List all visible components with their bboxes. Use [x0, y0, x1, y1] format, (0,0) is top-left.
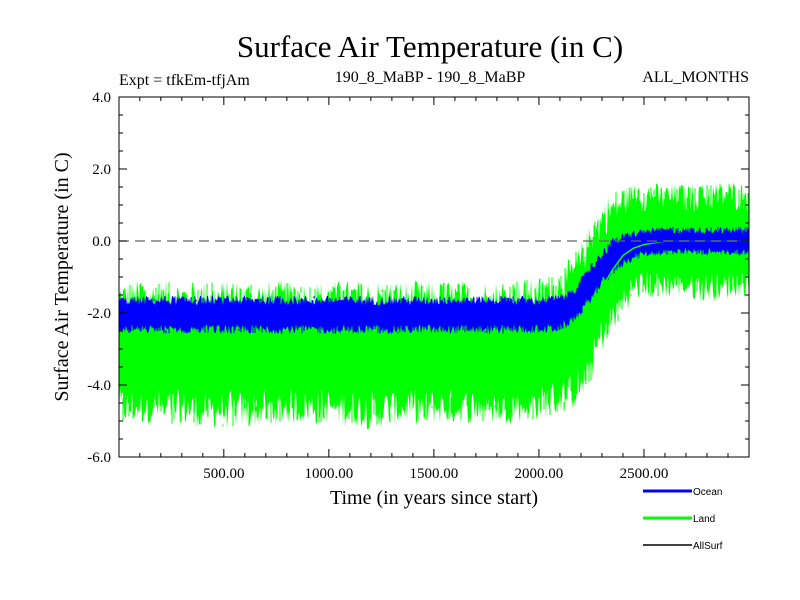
y-tick-label: -4.0 — [87, 378, 111, 394]
expt-label: Expt = tfkEm-tfjAm — [119, 72, 250, 89]
legend-ocean-label: Ocean — [693, 487, 722, 498]
y-tick-label: 2.0 — [92, 162, 111, 178]
legend-land-label: Land — [693, 514, 715, 525]
series-bands — [118, 182, 750, 430]
y-tick-label: -6.0 — [87, 450, 111, 466]
y-axis: -6.0 -4.0 -2.0 0.0 2.0 4.0 — [87, 90, 749, 466]
x-tick-label: 1000.00 — [304, 466, 353, 482]
y-axis-label: Surface Air Temperature (in C) — [51, 152, 73, 401]
series-ocean-band — [119, 226, 749, 335]
x-tick-label: 2500.00 — [620, 466, 669, 482]
chart-title: Surface Air Temperature (in C) — [237, 29, 623, 64]
legend-allsurf-label: AllSurf — [693, 541, 723, 552]
y-tick-label: -2.0 — [87, 306, 111, 322]
x-tick-label: 2000.00 — [515, 466, 564, 482]
legend: Ocean Land AllSurf — [643, 487, 723, 552]
y-tick-label: 0.0 — [92, 234, 111, 250]
x-tick-label: 1500.00 — [410, 466, 459, 482]
months-label: ALL_MONTHS — [642, 69, 749, 86]
x-axis-label: Time (in years since start) — [330, 487, 538, 509]
y-tick-label: 4.0 — [92, 90, 111, 106]
x-tick-label: 500.00 — [203, 466, 244, 482]
x-axis: 500.00 1000.00 1500.00 2000.00 2500.00 — [139, 97, 729, 482]
run-label: 190_8_MaBP - 190_8_MaBP — [335, 69, 526, 86]
